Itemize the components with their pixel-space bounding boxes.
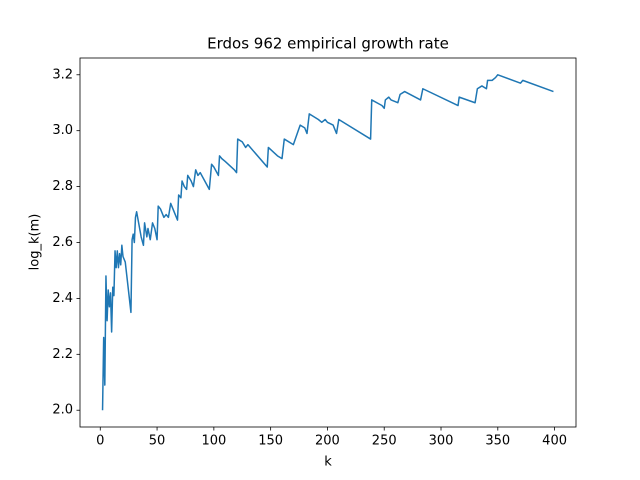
y-tick-label: 2.0: [52, 403, 73, 418]
chart-title: Erdos 962 empirical growth rate: [207, 35, 449, 53]
x-axis-label: k: [324, 455, 332, 470]
x-tick-label: 50: [149, 434, 166, 449]
x-tick-label: 300: [429, 434, 454, 449]
y-tick-label: 2.6: [52, 235, 73, 250]
y-tick-label: 3.0: [52, 123, 73, 138]
y-axis-label: log_k(m): [28, 214, 43, 271]
y-tick-label: 2.8: [52, 179, 73, 194]
y-tick-label: 2.2: [52, 347, 73, 362]
x-tick-label: 0: [96, 434, 104, 449]
plot-frame: [79, 57, 577, 428]
x-tick-label: 200: [315, 434, 340, 449]
y-tick-label: 2.4: [52, 291, 73, 306]
x-tick-label: 100: [201, 434, 226, 449]
x-tick-label: 250: [372, 434, 397, 449]
y-tick-label: 3.2: [52, 67, 73, 82]
x-tick-label: 350: [485, 434, 510, 449]
x-tick-label: 150: [258, 434, 283, 449]
x-tick-label: 400: [542, 434, 567, 449]
line: [101, 74, 554, 411]
